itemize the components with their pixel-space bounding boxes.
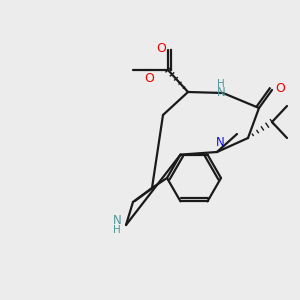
Text: H: H	[217, 79, 225, 89]
Text: H: H	[113, 225, 121, 235]
Text: O: O	[275, 82, 285, 95]
Text: N: N	[217, 85, 225, 98]
Text: O: O	[144, 73, 154, 85]
Text: N: N	[112, 214, 122, 226]
Text: N: N	[216, 136, 224, 148]
Text: O: O	[156, 43, 166, 56]
